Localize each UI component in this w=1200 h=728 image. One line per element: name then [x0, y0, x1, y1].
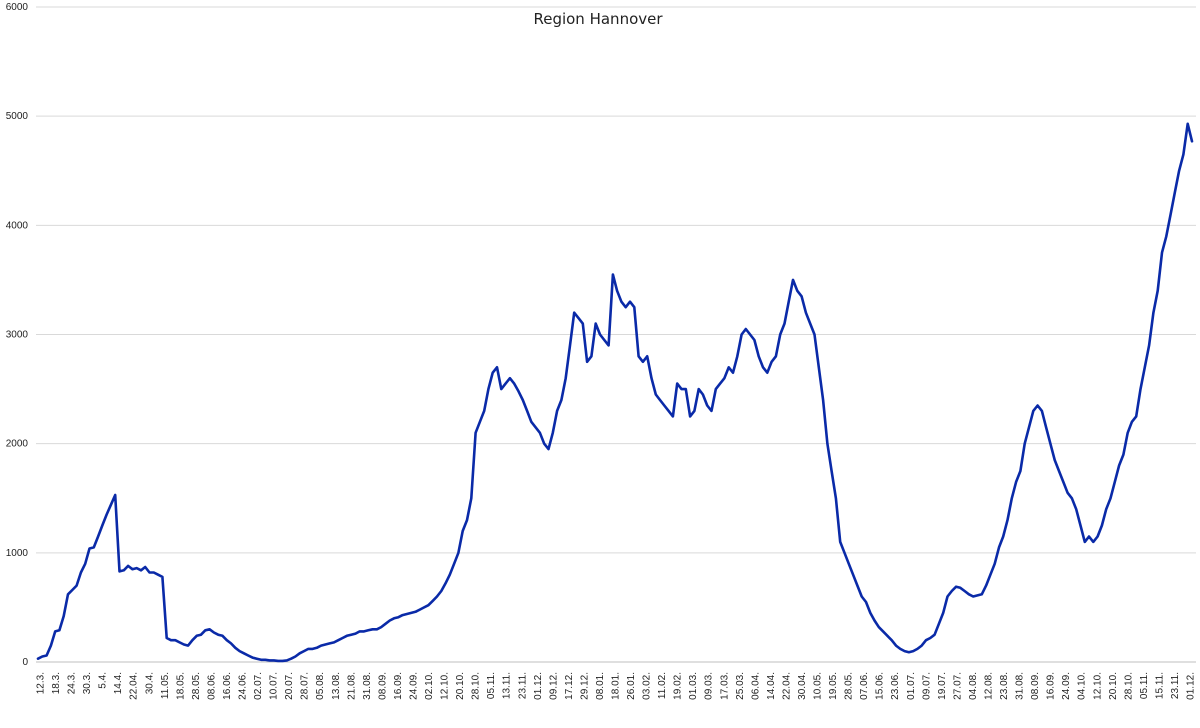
x-tick-label: 08.09. — [1030, 672, 1041, 700]
x-tick-label: 10.07. — [269, 672, 280, 700]
x-tick-label: 15.06. — [875, 672, 886, 700]
x-tick-label: 06.04. — [750, 672, 761, 700]
x-tick-label: 24.09. — [1061, 672, 1072, 700]
x-tick-label: 09.03. — [704, 672, 715, 700]
x-tick-label: 24.3. — [67, 672, 78, 694]
x-tick-label: 17.12. — [564, 672, 575, 700]
x-tick-label: 14.04. — [766, 672, 777, 700]
x-tick-label: 31.08. — [362, 672, 373, 700]
x-tick-label: 30.3. — [82, 672, 93, 694]
y-tick-label: 1000 — [6, 548, 29, 559]
x-tick-label: 05.11. — [1139, 672, 1150, 699]
x-tick-label: 19.05. — [828, 672, 839, 700]
x-tick-label: 20.07. — [284, 672, 295, 700]
x-tick-label: 11.02. — [657, 672, 668, 699]
y-tick-label: 2000 — [6, 439, 29, 450]
x-tick-label: 12.08. — [984, 672, 995, 700]
x-tick-label: 04.10. — [1077, 672, 1088, 700]
x-tick-label: 19.02. — [673, 672, 684, 700]
x-tick-label: 13.11. — [502, 672, 513, 699]
x-tick-label: 05.11. — [486, 672, 497, 699]
x-tick-label: 15.11. — [1154, 672, 1165, 699]
y-tick-label: 6000 — [6, 2, 29, 13]
x-tick-label: 23.11. — [517, 672, 528, 699]
x-tick-label: 25.03. — [735, 672, 746, 700]
gridlines — [36, 6, 1196, 663]
y-tick-label: 3000 — [6, 330, 29, 341]
x-tick-label: 14.4. — [113, 672, 124, 694]
x-tick-label: 11.05. — [160, 672, 171, 699]
y-tick-label: 4000 — [6, 220, 29, 231]
y-axis-ticks: 0 1000 2000 3000 4000 5000 6000 — [6, 2, 29, 668]
x-tick-label: 20.10. — [455, 672, 466, 700]
x-tick-label: 05.08. — [315, 672, 326, 700]
x-tick-label: 03.02. — [642, 672, 653, 700]
x-tick-label: 18.05. — [175, 672, 186, 700]
x-tick-label: 12.10. — [440, 672, 451, 700]
x-tick-label: 28.05. — [191, 672, 202, 700]
x-tick-label: 08.01. — [595, 672, 606, 700]
x-tick-label: 16.06. — [222, 672, 233, 700]
x-tick-label: 28.05. — [844, 672, 855, 700]
x-tick-label: 28.07. — [300, 672, 311, 700]
x-tick-label: 02.10. — [424, 672, 435, 700]
x-tick-label: 18.01. — [611, 672, 622, 700]
x-tick-label: 21.08. — [346, 672, 357, 700]
x-tick-label: 23.11. — [1170, 672, 1181, 699]
x-tick-label: 26.01. — [626, 672, 637, 700]
x-tick-label: 28.10. — [471, 672, 482, 700]
x-tick-label: 02.07. — [253, 672, 264, 700]
x-tick-label: 22.04. — [129, 672, 140, 700]
x-tick-label: 22.04. — [781, 672, 792, 700]
x-tick-label: 27.07. — [952, 672, 963, 700]
x-tick-label: 5.4. — [98, 672, 109, 689]
x-tick-label: 16.09. — [1046, 672, 1057, 700]
series-layer — [36, 122, 1194, 663]
y-tick-label: 5000 — [6, 111, 29, 122]
x-tick-label: 24.06. — [238, 672, 249, 700]
x-tick-label: 23.06. — [890, 672, 901, 700]
x-tick-label: 01.03. — [688, 672, 699, 700]
x-tick-label: 12.3. — [36, 672, 47, 694]
x-tick-label: 20.10. — [1108, 672, 1119, 700]
y-tick-label: 0 — [22, 657, 28, 668]
x-tick-label: 23.08. — [999, 672, 1010, 700]
x-tick-label: 01.07. — [906, 672, 917, 700]
x-tick-label: 18.3. — [51, 672, 62, 694]
x-tick-label: 07.06. — [859, 672, 870, 700]
x-tick-label: 10.05. — [813, 672, 824, 700]
x-tick-label: 30.04. — [797, 672, 808, 700]
x-tick-label: 19.07. — [937, 672, 948, 700]
series-line — [36, 122, 1194, 663]
x-tick-label: 31.08. — [1015, 672, 1026, 700]
x-tick-label: 08.06. — [206, 672, 217, 700]
x-tick-label: 09.12. — [548, 672, 559, 700]
x-tick-label: 28.10. — [1123, 672, 1134, 700]
x-tick-label: 24.09. — [409, 672, 420, 700]
chart-title: Region Hannover — [533, 10, 663, 28]
x-tick-label: 30.4. — [144, 672, 155, 694]
x-tick-label: 29.12. — [579, 672, 590, 700]
x-tick-label: 09.07. — [921, 672, 932, 700]
x-axis-ticks: 12.3. 18.3. 24.3. 30.3. 5.4. 14.4. 22.04. 30.4.… — [36, 672, 1197, 700]
x-tick-label: 12.10. — [1092, 672, 1103, 700]
x-tick-label: 17.03. — [719, 672, 730, 700]
x-tick-label: 01.12. — [1186, 672, 1197, 700]
x-tick-label: 04.08. — [968, 672, 979, 700]
x-tick-label: 16.09. — [393, 672, 404, 700]
x-tick-label: 13.08. — [331, 672, 342, 700]
x-tick-label: 01.12. — [533, 672, 544, 700]
x-tick-label: 08.09. — [377, 672, 388, 700]
